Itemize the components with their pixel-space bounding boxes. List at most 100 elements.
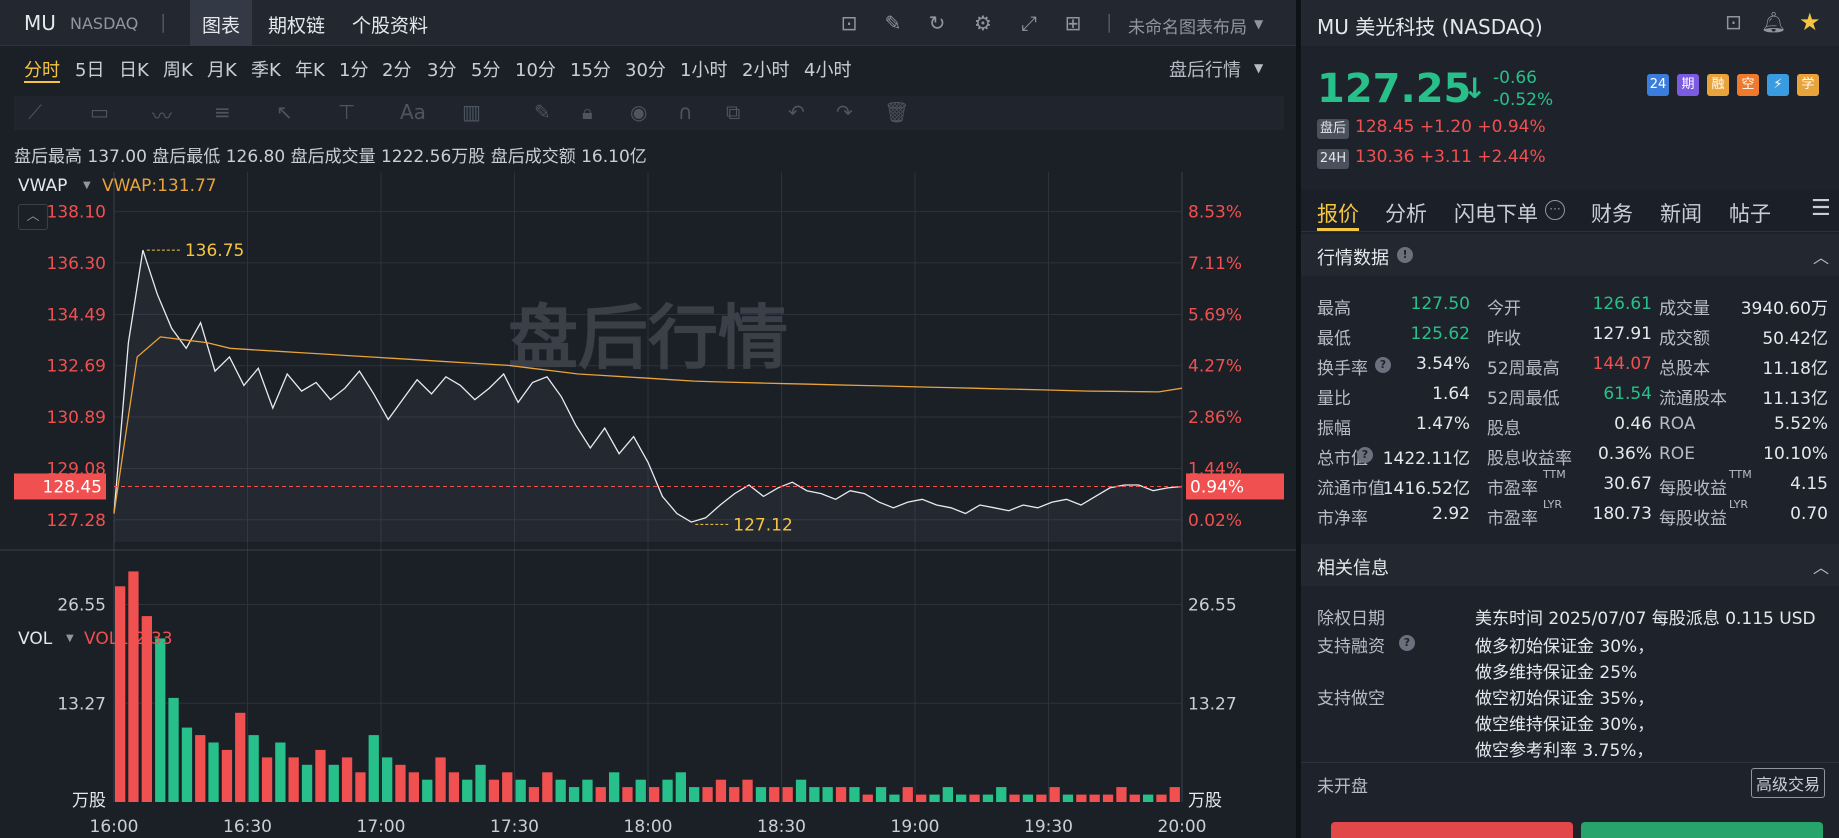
- volume-bar: [448, 772, 460, 803]
- quote-value: 3940.60万: [1740, 299, 1828, 319]
- feature-badge[interactable]: 空: [1737, 74, 1759, 96]
- chevron-up-icon[interactable]: ︿: [1813, 558, 1830, 577]
- symbol[interactable]: MU: [24, 11, 56, 35]
- refresh-icon[interactable]: ↻: [928, 11, 946, 35]
- lock-icon[interactable]: 🔒︎: [582, 100, 593, 124]
- volume-bar: [715, 779, 727, 802]
- period-item[interactable]: 月K: [207, 60, 237, 81]
- feature-badge[interactable]: 24: [1647, 74, 1669, 96]
- price-chart[interactable]: 138.10 8.53% 136.30 7.11% 134.49 5.69% 132.69 4…: [0, 172, 1296, 838]
- redo-icon[interactable]: ↷: [836, 100, 853, 124]
- tab-flash-order[interactable]: 闪电下单: [1454, 202, 1538, 226]
- chart-area[interactable]: 138.10 8.53% 136.30 7.11% 134.49 5.69% 132.69 4…: [0, 172, 1296, 838]
- superscript-label: LYR: [1543, 498, 1563, 511]
- undo-icon[interactable]: ↶: [788, 100, 805, 124]
- info-icon[interactable]: !: [1397, 247, 1413, 263]
- section-related-header[interactable]: 相关信息 ︿: [1301, 544, 1839, 586]
- period-item[interactable]: 5日: [75, 60, 105, 81]
- tab-news[interactable]: 新闻: [1660, 202, 1702, 226]
- quote-label: 每股收益: [1659, 479, 1727, 499]
- period-item[interactable]: 2小时: [742, 60, 790, 81]
- chevron-up-icon[interactable]: ︿: [1813, 248, 1830, 267]
- layout-select[interactable]: 未命名图表布局: [1128, 18, 1247, 38]
- period-item[interactable]: 周K: [163, 60, 193, 81]
- session-select[interactable]: 盘后行情: [1169, 60, 1241, 81]
- chevron-down-icon[interactable]: ▼: [83, 180, 91, 191]
- help-icon[interactable]: ?: [1357, 447, 1373, 463]
- eye-icon[interactable]: ◉: [630, 100, 648, 124]
- tab-financials[interactable]: 财务: [1591, 202, 1633, 226]
- brush-icon[interactable]: ✎: [534, 100, 551, 124]
- period-item[interactable]: 日K: [119, 60, 149, 81]
- period-item[interactable]: 2分: [382, 60, 412, 81]
- superscript-label: TTM: [1543, 468, 1566, 481]
- menu-icon[interactable]: ☰: [1811, 196, 1831, 221]
- period-item[interactable]: 30分: [625, 60, 666, 81]
- tab-posts[interactable]: 帖子: [1729, 202, 1771, 226]
- vol-indicator-name[interactable]: VOL: [18, 629, 53, 649]
- tab-profile[interactable]: 个股资料: [352, 15, 429, 37]
- tab-analysis[interactable]: 分析: [1385, 202, 1427, 226]
- help-icon[interactable]: ?: [1375, 357, 1391, 373]
- chevron-down-icon[interactable]: ▼: [66, 633, 74, 644]
- section-quote-header[interactable]: 行情数据 ! ︿: [1301, 234, 1839, 276]
- period-item[interactable]: 5分: [471, 60, 501, 81]
- period-item[interactable]: 10分: [515, 60, 556, 81]
- settings-icon[interactable]: ⚙: [974, 11, 992, 35]
- arrow-icon[interactable]: ↖: [276, 100, 293, 124]
- help-icon[interactable]: ?: [1399, 635, 1415, 651]
- period-item[interactable]: 3分: [427, 60, 457, 81]
- collapse-icon[interactable]: ︿: [18, 204, 48, 230]
- bars-icon[interactable]: ▥: [462, 100, 481, 124]
- tab-quote[interactable]: 报价: [1317, 202, 1359, 226]
- draw-icon[interactable]: ✎: [884, 11, 902, 35]
- trendline-icon[interactable]: ⟋: [28, 100, 42, 124]
- feature-badge[interactable]: 期: [1677, 74, 1699, 96]
- superscript-label: LYR: [1729, 498, 1749, 511]
- tab-options-chain[interactable]: 期权链: [268, 15, 326, 37]
- fullscreen-icon[interactable]: ⤢: [1021, 11, 1037, 35]
- quote-value: 180.73: [1592, 504, 1652, 524]
- sell-button[interactable]: [1581, 822, 1823, 838]
- bookmark-icon[interactable]: ⊡: [1725, 10, 1742, 34]
- vwap-line: [113, 336, 1183, 514]
- layout-grid-icon[interactable]: ⊞: [1064, 11, 1082, 35]
- price-tick-label: 127.28: [47, 511, 106, 531]
- chevron-down-icon[interactable]: ▼: [1254, 17, 1264, 31]
- star-icon[interactable]: ★: [1799, 8, 1821, 36]
- period-item[interactable]: 季K: [251, 60, 281, 81]
- chart-topbar: MU NASDAQ | 图表 期权链 个股资料 ⊡ ✎ ↻ ⚙ ⤢ ⊞ | 未命…: [0, 0, 1296, 46]
- feature-badge[interactable]: 学: [1797, 74, 1819, 96]
- volume-bar: [301, 764, 313, 802]
- rectangle-icon[interactable]: ▭: [90, 100, 109, 124]
- panel-splitter[interactable]: [1296, 0, 1300, 838]
- measure-icon[interactable]: ⊤: [338, 100, 356, 124]
- volume-bar: [528, 787, 540, 802]
- bell-icon[interactable]: 🔔︎: [1761, 10, 1787, 34]
- buy-button[interactable]: [1331, 822, 1573, 838]
- margin-line: 做多初始保证金 30%，: [1475, 637, 1655, 657]
- chevron-down-icon[interactable]: ▼: [1254, 61, 1264, 75]
- magnet-icon[interactable]: ∩: [678, 100, 693, 124]
- text-icon[interactable]: Aa: [400, 100, 426, 124]
- chart-type-icon[interactable]: ⊡: [840, 11, 858, 35]
- quote-label: ROE: [1659, 444, 1695, 464]
- more-icon[interactable]: ···: [1545, 200, 1565, 220]
- feature-badge[interactable]: ⚡: [1767, 74, 1789, 96]
- wave-icon[interactable]: 〰: [152, 104, 172, 128]
- after-pct: +0.94%: [1477, 117, 1546, 137]
- layers-icon[interactable]: ⧉: [726, 100, 741, 124]
- period-item[interactable]: 1分: [339, 60, 369, 81]
- fib-icon[interactable]: ≡: [214, 100, 231, 124]
- trash-icon[interactable]: 🗑︎: [884, 100, 910, 124]
- period-item[interactable]: 15分: [570, 60, 611, 81]
- advanced-trade-button[interactable]: 高级交易: [1751, 768, 1826, 798]
- period-item[interactable]: 4小时: [804, 60, 852, 81]
- vwap-indicator-name[interactable]: VWAP: [18, 176, 68, 196]
- feature-badge[interactable]: 融: [1707, 74, 1729, 96]
- tab-chart[interactable]: 图表: [202, 15, 241, 37]
- period-item[interactable]: 1小时: [680, 60, 728, 81]
- high-label: 136.75: [185, 241, 244, 261]
- period-item[interactable]: 年K: [295, 60, 325, 81]
- period-item[interactable]: 分时: [24, 60, 60, 81]
